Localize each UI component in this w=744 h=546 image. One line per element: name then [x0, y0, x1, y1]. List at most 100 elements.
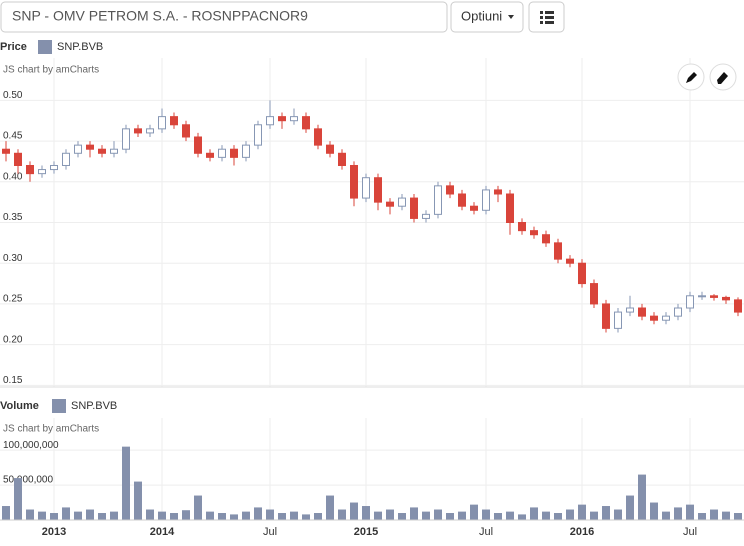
volume-bar [110, 511, 118, 520]
candle-body [74, 144, 82, 154]
candle-body [26, 164, 34, 175]
options-label: Optiuni [461, 8, 502, 23]
volume-bar [734, 513, 742, 520]
volume-bar [530, 507, 538, 520]
candle-body [398, 197, 406, 207]
candle-body [134, 128, 142, 134]
volume-bar [566, 509, 574, 520]
volume-bar [50, 513, 58, 520]
x-tick-label: 2016 [570, 526, 594, 538]
candle-body [674, 307, 682, 317]
volume-bar [638, 474, 646, 520]
y-tick-label: 0.45 [3, 131, 23, 142]
volume-bar [458, 511, 466, 520]
candle-body [734, 299, 742, 313]
candle-body [590, 283, 598, 305]
candle-body [182, 124, 190, 138]
candle-body [386, 201, 394, 207]
volume-bar [218, 513, 226, 520]
volume-bar [482, 509, 490, 520]
candle-body [662, 315, 670, 321]
candle-body [482, 189, 490, 211]
y-tick-label: 0.50 [3, 90, 23, 101]
eraser-icon [717, 72, 728, 84]
chart-credit: JS chart by amCharts [3, 424, 99, 435]
candle-body [326, 144, 334, 154]
volume-bar [254, 507, 262, 520]
volume-bar [302, 514, 310, 520]
candle-body [710, 295, 718, 298]
y-tick-label: 0.40 [3, 171, 23, 182]
volume-bar [434, 509, 442, 520]
x-tick-label: 2014 [150, 526, 175, 538]
candle-body [254, 124, 262, 146]
candle-body [62, 152, 70, 166]
candle-body [554, 242, 562, 260]
candle-body [650, 315, 658, 321]
candle-body [290, 116, 298, 122]
candle-body [458, 193, 466, 207]
volume-bar [122, 446, 130, 520]
volume-bar [170, 513, 178, 520]
candle-body [278, 116, 286, 122]
list-icon [540, 11, 554, 24]
symbol-input[interactable] [0, 1, 448, 33]
y-tick-label: 100,000,000 [3, 440, 59, 451]
candle-body [566, 258, 574, 264]
plot-layer: Price SNP.BVB JS chart by amCharts 0.50 0.45… [0, 40, 744, 538]
chart-title: Volume [0, 400, 39, 412]
candle-body [50, 164, 58, 171]
volume-bar [626, 495, 634, 520]
candle-body [218, 148, 226, 158]
volume-bar [290, 511, 298, 520]
candle-body [542, 234, 550, 244]
caret-icon [508, 15, 514, 19]
y-tick-label: 0.20 [3, 334, 23, 345]
volume-bar [74, 511, 82, 520]
candle-body [446, 185, 454, 195]
volume-bar [98, 513, 106, 520]
y-tick-label: 50,000,000 [3, 475, 53, 486]
candle-body [14, 152, 22, 166]
symbol-text: SNP - OMV PETROM S.A. - ROSNPPACNOR9 [12, 8, 308, 24]
volume-bar [674, 507, 682, 520]
volume-bar [446, 513, 454, 520]
volume-bar [470, 504, 478, 520]
volume-bar [554, 513, 562, 520]
candle-body [86, 144, 94, 150]
volume-bar [2, 506, 10, 520]
candle-body [374, 177, 382, 203]
candle-body [350, 164, 358, 199]
volume-bar [614, 509, 622, 520]
candle-body [170, 116, 178, 126]
candle-body [530, 230, 538, 236]
candle-body [242, 144, 250, 158]
candle-body [266, 116, 274, 126]
volume-bar [338, 509, 346, 520]
volume-bar [350, 502, 358, 520]
volume-bar [362, 506, 370, 520]
volume-bar [14, 478, 22, 520]
volume-bar [278, 513, 286, 520]
volume-bar [242, 511, 250, 520]
volume-bar [494, 513, 502, 520]
y-tick-label: 0.15 [3, 375, 23, 386]
y-tick-label: 0.25 [3, 294, 23, 305]
candle-body [158, 116, 166, 130]
volume-bar [542, 511, 550, 520]
volume-bar [194, 495, 202, 520]
volume-bar [134, 481, 142, 520]
volume-bar [266, 509, 274, 520]
legend-swatch [52, 399, 66, 413]
volume-bar [182, 510, 190, 520]
volume-bar [86, 509, 94, 520]
candle-body [302, 116, 310, 130]
volume-bar [578, 504, 586, 520]
candle-body [422, 213, 430, 219]
volume-bar [506, 511, 514, 520]
candle-body [686, 295, 694, 309]
options-button[interactable] [450, 1, 524, 33]
candle-body [518, 222, 526, 232]
y-tick-label: 0.35 [3, 212, 23, 223]
